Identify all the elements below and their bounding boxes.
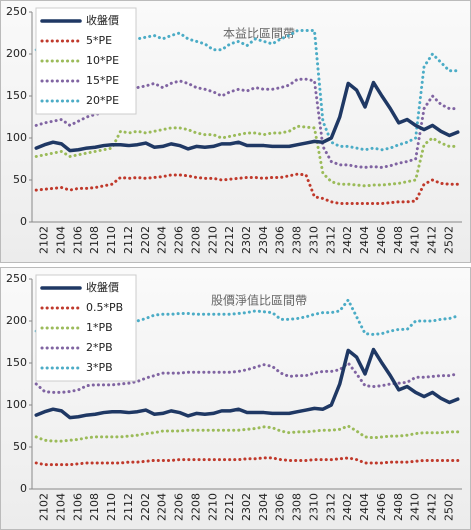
series-line (34, 172, 460, 206)
x-tick-label: 2412 (425, 226, 438, 254)
legend-label: 1*PB (86, 321, 113, 334)
x-tick-label: 2304 (257, 493, 270, 521)
x-tick-label: 2104 (55, 226, 68, 254)
y-tick-label: 0 (20, 482, 27, 495)
legend-label: 收盤價 (86, 280, 119, 294)
y-tick-label: 100 (6, 131, 27, 144)
series-line (34, 298, 460, 341)
x-tick-label: 2112 (122, 226, 135, 254)
x-tick-label: 2406 (375, 493, 388, 521)
x-tick-label: 2204 (156, 226, 169, 254)
legend-label: 10*PE (86, 54, 119, 67)
x-tick-label: 2206 (173, 226, 186, 254)
x-tick-label: 2106 (71, 226, 84, 254)
x-tick-label: 2204 (156, 493, 169, 521)
legend-label: 0.5*PB (86, 301, 123, 314)
y-tick-label: 250 (6, 5, 27, 18)
x-tick-label: 2502 (442, 493, 455, 521)
x-tick-label: 2304 (257, 226, 270, 254)
x-tick-label: 2108 (88, 226, 101, 254)
y-tick-label: 200 (6, 47, 27, 60)
x-tick-label: 2308 (291, 226, 304, 254)
series-line (34, 361, 460, 394)
y-tick-label: 50 (13, 173, 27, 186)
x-tick-label: 2310 (307, 493, 320, 521)
y-tick-label: 150 (6, 89, 27, 102)
x-tick-label: 2210 (206, 493, 219, 521)
x-tick-label: 2404 (358, 493, 371, 521)
x-tick-label: 2112 (122, 493, 135, 521)
legend-label: 5*PE (86, 34, 112, 47)
x-tick-label: 2206 (173, 493, 186, 521)
x-tick-label: 2310 (307, 226, 320, 254)
x-tick-label: 2402 (341, 226, 354, 254)
x-tick-label: 2212 (223, 226, 236, 254)
y-tick-label: 250 (6, 272, 27, 285)
series-line (34, 347, 460, 420)
legend-label: 15*PE (86, 74, 119, 87)
y-tick-label: 50 (13, 440, 27, 453)
series-line (34, 80, 460, 153)
x-tick-label: 2212 (223, 493, 236, 521)
x-tick-label: 2406 (375, 226, 388, 254)
x-tick-label: 2312 (324, 493, 337, 521)
y-tick-label: 0 (20, 215, 27, 228)
x-tick-label: 2208 (189, 226, 202, 254)
y-tick-label: 200 (6, 314, 27, 327)
legend-label: 20*PE (86, 94, 119, 107)
legend-label: 收盤價 (86, 13, 119, 27)
x-tick-label: 2408 (392, 493, 405, 521)
x-tick-label: 2104 (55, 493, 68, 521)
legend-label: 2*PB (86, 341, 113, 354)
x-tick-label: 2404 (358, 226, 371, 254)
y-tick-label: 150 (6, 356, 27, 369)
x-tick-label: 2302 (240, 226, 253, 254)
x-tick-label: 2202 (139, 493, 152, 521)
x-tick-label: 2302 (240, 493, 253, 521)
legend-label: 3*PB (86, 361, 113, 374)
x-tick-label: 2202 (139, 226, 152, 254)
chart-title: 股價淨值比區間帶 (211, 293, 307, 308)
x-tick-label: 2102 (38, 493, 51, 521)
x-tick-label: 2102 (38, 226, 51, 254)
x-tick-label: 2210 (206, 226, 219, 254)
series-line (34, 424, 460, 443)
x-tick-label: 2308 (291, 493, 304, 521)
x-tick-label: 2306 (274, 226, 287, 254)
x-tick-label: 2110 (105, 226, 118, 254)
x-tick-label: 2312 (324, 226, 337, 254)
x-tick-label: 2412 (425, 493, 438, 521)
x-tick-label: 2306 (274, 493, 287, 521)
x-tick-label: 2108 (88, 493, 101, 521)
x-tick-label: 2106 (71, 493, 84, 521)
chart-title: 本益比區間帶 (223, 27, 295, 41)
x-tick-label: 2408 (392, 226, 405, 254)
series-line (34, 456, 460, 467)
x-tick-label: 2208 (189, 493, 202, 521)
x-tick-label: 2110 (105, 493, 118, 521)
x-tick-label: 2410 (409, 226, 422, 254)
x-tick-label: 2502 (442, 226, 455, 254)
x-tick-label: 2402 (341, 493, 354, 521)
series-line (34, 124, 460, 188)
y-tick-label: 100 (6, 398, 27, 411)
x-tick-label: 2410 (409, 493, 422, 521)
